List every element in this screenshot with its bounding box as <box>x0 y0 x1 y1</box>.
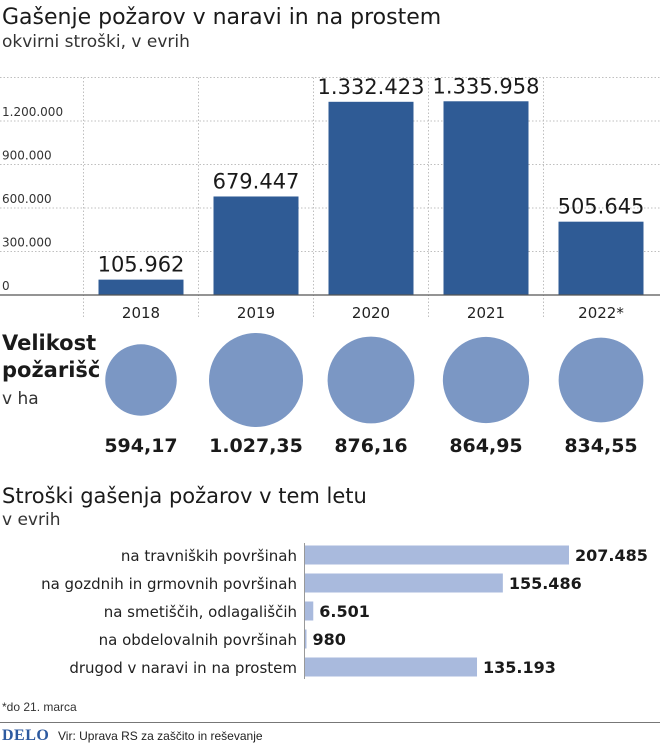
hbar-value-label: 980 <box>313 630 346 649</box>
hbar <box>305 629 307 649</box>
x-tick-label: 2021 <box>467 304 505 322</box>
area-circle <box>105 344 177 416</box>
bar <box>558 221 644 295</box>
sizes-title-line2: požarišč <box>2 358 101 382</box>
x-tick-label: 2019 <box>237 304 275 322</box>
x-tick-label: 2018 <box>122 304 160 322</box>
bar-value-label: 679.447 <box>213 169 300 193</box>
hbar-value-label: 6.501 <box>319 602 370 621</box>
hbar-value-label: 155.486 <box>509 574 582 593</box>
area-circle <box>327 336 415 424</box>
chart-subtitle: okvirni stroški, v evrih <box>2 32 190 52</box>
y-tick-label: 900.000 <box>2 149 52 163</box>
bar-value-label: 505.645 <box>558 195 645 219</box>
hbar-value-label: 207.485 <box>575 546 648 565</box>
breakdown-unit: v evrih <box>2 510 61 530</box>
hbar-value-label: 135.193 <box>483 658 556 677</box>
bar-value-label: 1.335.958 <box>433 74 540 98</box>
bar-value-label: 1.332.423 <box>318 75 425 99</box>
circle-value-label: 864,95 <box>449 435 522 457</box>
y-tick-label: 1.200.000 <box>2 105 63 119</box>
chart-canvas: 0 300.000 600.000 900.000 1.200.000 105.962 20… <box>0 74 660 679</box>
chart-title: Gašenje požarov v naravi in na prostem <box>2 5 442 30</box>
hbar-category-label: na obdelovalnih površinah <box>99 631 297 649</box>
bar <box>98 279 184 295</box>
circle-value-label: 594,17 <box>104 435 177 457</box>
hbar-category-label: na travniških površinah <box>121 547 297 565</box>
bar <box>213 196 299 295</box>
y-tick-label: 0 <box>2 279 10 293</box>
area-circle <box>209 333 303 427</box>
x-tick-label: 2020 <box>352 304 390 322</box>
circle-value-label: 876,16 <box>334 435 407 457</box>
circle-value-label: 1.027,35 <box>209 435 303 457</box>
hbar-category-label: drugod v naravi in na prostem <box>69 659 297 677</box>
hbar <box>305 573 503 593</box>
sizes-unit: v ha <box>2 389 39 409</box>
area-circle <box>442 336 530 424</box>
bar <box>328 101 414 295</box>
delo-logo: DELO <box>2 727 50 744</box>
circle-value-label: 834,55 <box>564 435 637 457</box>
bar <box>443 101 529 295</box>
sizes-title: Velikost požarišč <box>2 330 100 384</box>
y-tick-label: 300.000 <box>2 236 52 250</box>
x-tick-label: 2022* <box>578 304 624 322</box>
source-note: Vir: Uprava RS za zaščito in reševanje <box>58 729 263 743</box>
breakdown-title: Stroški gašenja požarov v tem letu <box>2 484 367 508</box>
hbar <box>305 601 314 621</box>
footer-divider <box>0 722 660 723</box>
area-circle <box>558 337 644 423</box>
sizes-title-line1: Velikost <box>2 331 97 355</box>
hbar <box>305 545 569 565</box>
y-tick-label: 600.000 <box>2 192 52 206</box>
hbar <box>305 657 478 677</box>
bar-value-label: 105.962 <box>98 253 185 277</box>
hbar-category-label: na gozdnih in grmovnih površinah <box>41 575 297 593</box>
hbar-category-label: na smetiščih, odlagališčih <box>104 603 297 621</box>
footnote: *do 21. marca <box>2 700 77 714</box>
